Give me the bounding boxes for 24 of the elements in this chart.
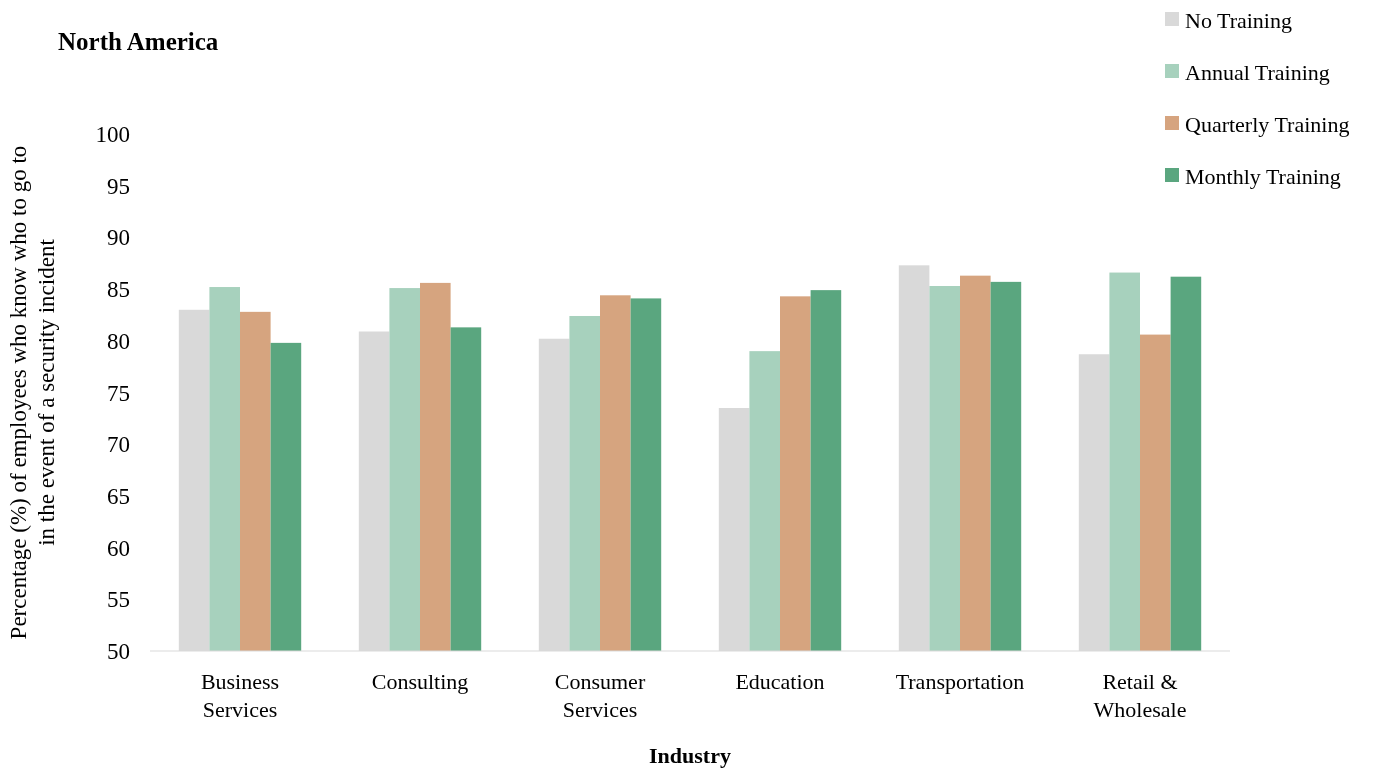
x-tick-label: Retail & Wholesale [1093,669,1187,722]
x-tick-label: Consumer Services [554,669,646,722]
y-tick-label: 65 [107,483,130,509]
y-axis-title: Percentage (%) of employees who know who to go to in the event of a security incident [6,145,59,640]
y-tick-label: 100 [95,122,130,148]
legend-label: Quarterly Training [1185,111,1350,137]
y-tick-label: 50 [107,639,130,665]
y-tick-label: 55 [107,587,130,613]
y-tick-label: 85 [107,277,130,303]
y-tick-label: 95 [107,173,130,199]
y-tick-label: 80 [107,328,130,354]
chart-title: North America [58,28,219,55]
y-tick-label: 60 [107,535,130,561]
x-tick-label: Consulting [371,669,469,694]
x-axis-title: Industry [649,743,731,768]
y-tick-label: 75 [107,380,130,406]
x-tick-label: Transportation [895,669,1025,694]
y-tick-label: 90 [107,225,130,251]
legend-label: No Training [1185,7,1292,33]
legend-label: Monthly Training [1185,163,1341,189]
legend-label: Annual Training [1185,59,1330,85]
x-tick-label: Business Services [200,669,280,722]
x-tick-label: Education [735,669,825,694]
y-tick-label: 70 [107,432,130,458]
